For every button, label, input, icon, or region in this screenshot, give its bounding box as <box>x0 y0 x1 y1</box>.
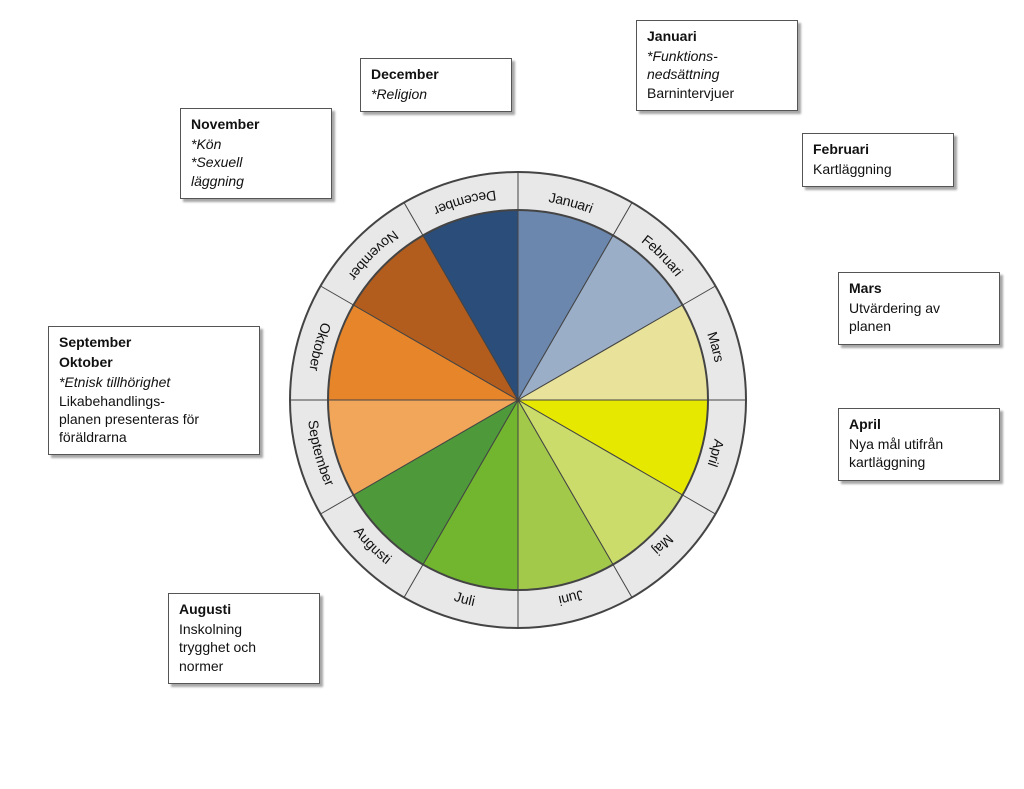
callout-line: trygghet och <box>179 638 309 656</box>
callout-december: December *Religion <box>360 58 512 112</box>
callout-line: normer <box>179 657 309 675</box>
callout-line: *Sexuell <box>191 153 321 171</box>
callout-line: planen <box>849 317 989 335</box>
callout-title: Augusti <box>179 600 309 618</box>
callout-mars: Mars Utvärdering avplanen <box>838 272 1000 345</box>
callout-november: November *Kön*Sexuellläggning <box>180 108 332 199</box>
callout-line: Utvärdering av <box>849 299 989 317</box>
callout-september-oktober: September Oktober *Etnisk tillhörighetLika… <box>48 326 260 455</box>
callout-line: Barnintervjuer <box>647 84 787 102</box>
callout-line: *Funktions- <box>647 47 787 65</box>
callout-line: föräldrarna <box>59 428 249 446</box>
callout-februari: Februari Kartläggning <box>802 133 954 187</box>
callout-line: nedsättning <box>647 65 787 83</box>
callout-line: planen presenteras för <box>59 410 249 428</box>
callout-april: April Nya mål utifrånkartläggning <box>838 408 1000 481</box>
callout-title: Oktober <box>59 353 249 371</box>
callout-title: Januari <box>647 27 787 45</box>
callout-line: kartläggning <box>849 453 989 471</box>
callout-title: Februari <box>813 140 943 158</box>
callout-title: September <box>59 333 249 351</box>
callout-augusti: Augusti Inskolningtrygghet ochnormer <box>168 593 320 684</box>
callout-title: November <box>191 115 321 133</box>
callout-title: Mars <box>849 279 989 297</box>
callout-line: *Etnisk tillhörighet <box>59 373 249 391</box>
callout-title: December <box>371 65 501 83</box>
callout-title: April <box>849 415 989 433</box>
callout-line: Nya mål utifrån <box>849 435 989 453</box>
callout-line: Inskolning <box>179 620 309 638</box>
callout-line: läggning <box>191 172 321 190</box>
diagram-stage: JanuariFebruariMarsAprilMajJuniJuliAugus… <box>0 0 1024 789</box>
callout-line: Likabehandlings- <box>59 392 249 410</box>
callout-line: *Kön <box>191 135 321 153</box>
callout-line: *Religion <box>371 85 501 103</box>
callout-januari: Januari *Funktions-nedsättningBarnintervj… <box>636 20 798 111</box>
callout-line: Kartläggning <box>813 160 943 178</box>
